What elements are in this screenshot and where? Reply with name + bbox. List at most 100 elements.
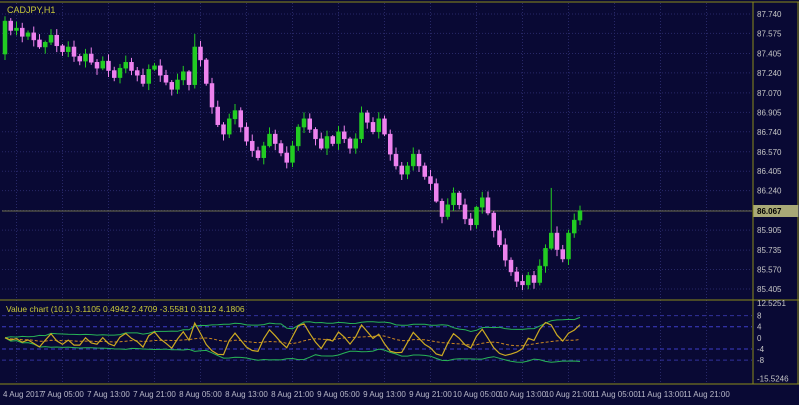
candle-body-down	[370, 122, 376, 133]
candle-body-down	[330, 136, 335, 144]
candle-body-down	[284, 152, 289, 163]
time-tick-label: 10 Aug 21:00	[545, 390, 593, 399]
indicator-upper-band	[4, 316, 581, 339]
candle-body-up	[543, 248, 548, 267]
price-tick-label: 87.740	[757, 10, 782, 19]
candle-body-up	[267, 133, 272, 147]
candle-body-down	[485, 197, 491, 214]
candle-body-down	[140, 74, 146, 84]
time-tick-label: 7 Aug 21:00	[133, 390, 176, 399]
candle-body-down	[278, 143, 284, 154]
candle-body-down	[209, 83, 215, 108]
candle-body-down	[106, 60, 111, 71]
price-tick-label: 85.405	[757, 285, 782, 294]
price-tick-label: 87.405	[757, 49, 782, 58]
candle-body-down	[198, 46, 203, 61]
candle-body-down	[462, 204, 468, 220]
time-tick-label: 4 Aug 2017	[3, 390, 44, 399]
candle-body-down	[60, 45, 65, 52]
candle-body-down	[37, 39, 42, 48]
time-tick-label: 8 Aug 05:00	[179, 390, 222, 399]
candle-body-down	[520, 281, 525, 286]
indicator-tick-label: -8	[757, 356, 765, 365]
candle-body-up	[192, 46, 197, 85]
candle-body-up	[549, 232, 554, 249]
symbol-label: CADJPY,H1	[7, 5, 55, 15]
candle-body-up	[537, 265, 542, 283]
candle-body-down	[31, 32, 36, 41]
indicator-value-line	[4, 321, 581, 357]
candle-body-up	[411, 153, 416, 167]
candle-body-down	[20, 27, 25, 37]
candle-body-down	[342, 131, 347, 140]
candle-body-up	[376, 118, 381, 133]
candle-body-up	[296, 126, 301, 147]
price-tick-label: 85.735	[757, 246, 782, 255]
candle-body-down	[307, 118, 312, 130]
candle-body-down	[186, 71, 192, 85]
indicator-tick-label: -15.5246	[757, 375, 789, 384]
candle-body-down	[215, 106, 220, 125]
time-tick-label: 8 Aug 21:00	[271, 390, 314, 399]
candle-body-up	[324, 136, 330, 149]
candle-body-up	[290, 145, 295, 163]
candle-body-up	[232, 110, 238, 120]
candle-body-up	[261, 145, 266, 158]
candle-body-down	[221, 124, 226, 135]
candle-body-down	[434, 183, 439, 202]
candle-body-down	[388, 133, 393, 155]
candle-body-up	[14, 27, 19, 31]
candle-body-down	[554, 232, 560, 250]
candle-body-up	[227, 118, 232, 135]
time-tick-label: 7 Aug 13:00	[87, 390, 130, 399]
candle-body-up	[66, 46, 71, 52]
candle-body-up	[175, 79, 180, 90]
time-axis[interactable]	[0, 385, 799, 405]
indicator-tick-label: -4	[757, 345, 765, 354]
candle-body-down	[422, 165, 427, 177]
candle-body-up	[572, 219, 577, 234]
price-tick-label: 87.575	[757, 29, 782, 38]
candle-body-down	[204, 59, 209, 84]
candle-body-down	[428, 176, 433, 184]
time-tick-label: 10 Aug 13:00	[499, 390, 547, 399]
indicator-tick-label: 8	[757, 312, 762, 321]
indicator-lower-band	[4, 337, 581, 363]
price-tick-label: 86.905	[757, 108, 782, 117]
candle-body-up	[480, 197, 485, 208]
candle-body-up	[123, 62, 128, 69]
candle-body-down	[439, 201, 445, 217]
candle-body-up	[301, 118, 307, 128]
candle-body-down	[273, 133, 278, 144]
candle-body-up	[181, 71, 186, 81]
candle-body-up	[445, 204, 450, 217]
price-tick-label: 85.905	[757, 226, 782, 235]
candle-body-down	[71, 46, 77, 57]
candle-body-down	[399, 165, 404, 175]
candle-body-up	[526, 275, 531, 286]
time-tick-label: 9 Aug 05:00	[317, 390, 360, 399]
candle-body-down	[244, 126, 249, 142]
candle-body-down	[416, 153, 422, 167]
candle-body-up	[25, 32, 31, 37]
indicator-label: Value chart (10.1) 3.1105 0.4942 2.4709 …	[6, 304, 245, 314]
candle-body-down	[238, 110, 243, 128]
time-tick-label: 9 Aug 21:00	[409, 390, 452, 399]
price-tick-label: 86.740	[757, 128, 782, 137]
candle-body-down	[393, 153, 399, 167]
price-axis[interactable]	[754, 3, 799, 383]
candle-body-down	[508, 259, 514, 273]
indicator-levels-layer	[2, 315, 752, 361]
candle-body-up	[117, 67, 123, 78]
price-tick-label: 86.570	[757, 148, 782, 157]
candle-body-down	[163, 74, 169, 83]
candle-body-up	[100, 60, 105, 69]
candle-body-down	[503, 244, 508, 261]
indicator-tick-label: 12.5251	[757, 299, 786, 308]
candle-body-up	[566, 232, 571, 260]
candle-body-up	[577, 210, 583, 221]
candle-body-down	[382, 118, 387, 135]
candle-body-up	[353, 138, 358, 149]
